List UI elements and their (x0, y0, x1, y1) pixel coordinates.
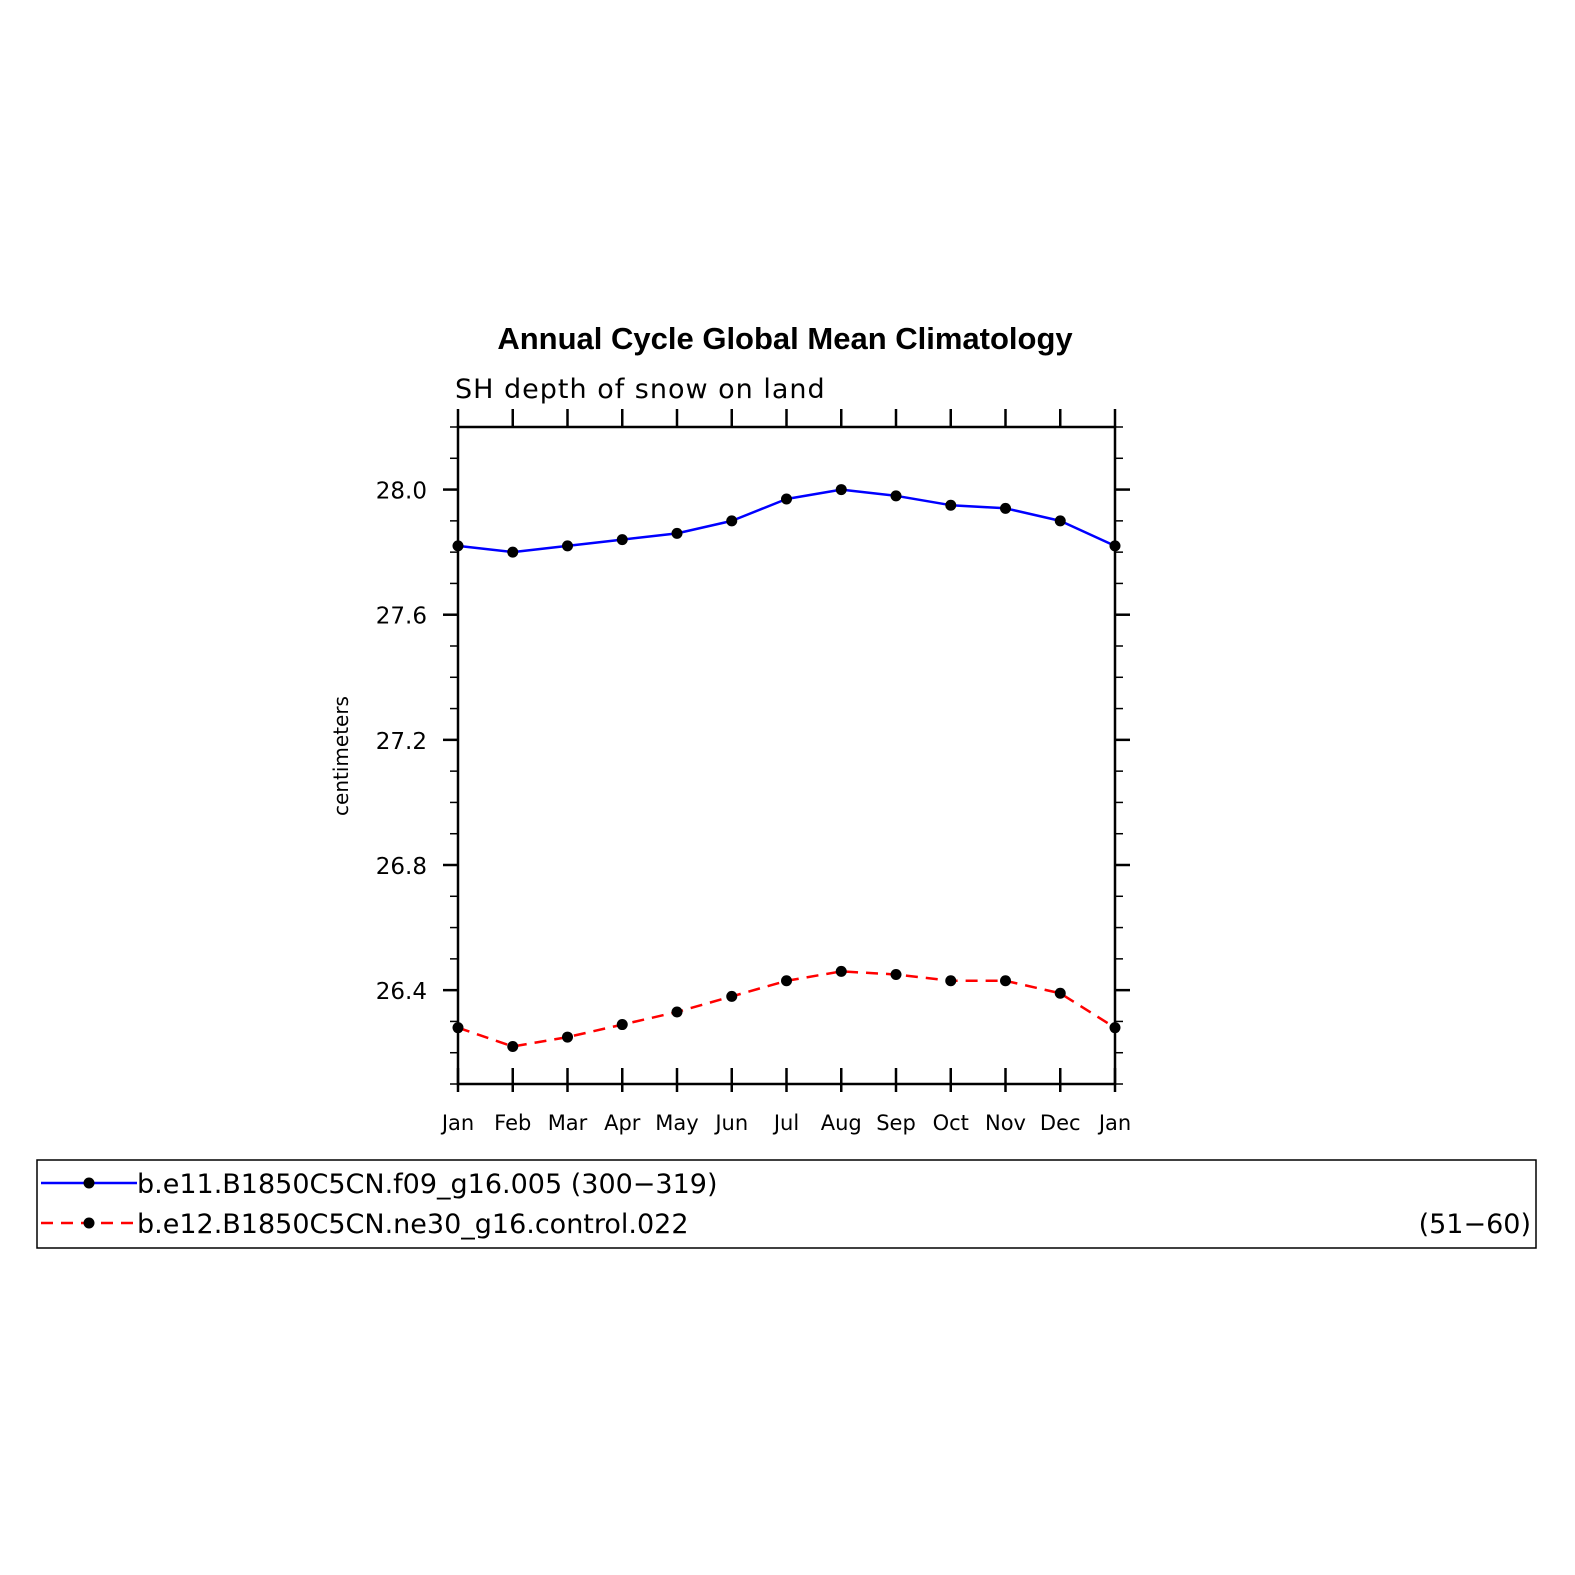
legend-marker-series-2 (83, 1217, 95, 1229)
y-tick-label: 26.4 (376, 979, 427, 1005)
series-2-point (726, 990, 738, 1002)
legend-label-series-2: b.e12.B1850C5CN.ne30_g16.control.022 (137, 1209, 689, 1240)
x-tick-label: Jan (440, 1111, 474, 1135)
series-2-point (507, 1040, 519, 1052)
chart-title: Annual Cycle Global Mean Climatology (497, 321, 1073, 356)
series-1-point (835, 484, 847, 496)
y-tick-label: 26.8 (376, 854, 427, 880)
series-1-point (507, 546, 519, 558)
series-1-point (616, 534, 628, 546)
series-1-point (671, 527, 683, 539)
series-2-point (671, 1006, 683, 1018)
x-tick-label: Aug (821, 1111, 862, 1135)
legend-marker-series-1 (83, 1177, 95, 1189)
series-2-point (890, 969, 902, 980)
x-tick-label: Jan (1097, 1111, 1131, 1135)
x-tick-label: Apr (604, 1111, 641, 1135)
legend: b.e11.B1850C5CN.f09_g16.005 (300−319) b.… (36, 1159, 1537, 1249)
series-1-point (726, 515, 738, 527)
chart-subtitle: SH depth of snow on land (455, 374, 826, 405)
x-tick-label: Mar (548, 1111, 588, 1135)
axis-ticks (443, 409, 1130, 1092)
series-1-point (562, 540, 573, 552)
series-1-point (1054, 515, 1066, 527)
plot-frame (456, 425, 1117, 1086)
legend-box (36, 1159, 1537, 1249)
y-tick-label: 27.2 (376, 729, 427, 755)
series-2-point (562, 1031, 573, 1043)
series-1-point (890, 490, 902, 502)
legend-label-series-2-suffix: (51−60) (1419, 1209, 1531, 1240)
x-tick-label: Sep (876, 1111, 916, 1135)
series-2-point (781, 975, 792, 987)
x-tick-label: Feb (494, 1111, 531, 1135)
x-tick-label: Oct (933, 1111, 969, 1135)
series-1-point (1000, 502, 1011, 514)
series-2-point (1000, 975, 1011, 987)
x-tick-label: Jul (772, 1111, 799, 1135)
series-2-point (616, 1019, 628, 1031)
y-axis-title: centimeters (329, 696, 353, 816)
x-tick-label: Nov (985, 1111, 1026, 1135)
series-2-point (835, 965, 847, 977)
tick-labels: Jan Feb Mar Apr May Jun Jul Aug Sep Oct Nov Dec Jan 2… (376, 479, 1131, 1135)
y-tick-label: 28.0 (376, 479, 427, 505)
legend-label-series-1: b.e11.B1850C5CN.f09_g16.005 (300−319) (137, 1169, 718, 1200)
y-tick-label: 27.6 (376, 604, 427, 630)
series-2-point (945, 975, 957, 987)
series-1-point (945, 499, 957, 511)
series-2-point (1054, 987, 1066, 999)
x-tick-label: May (655, 1111, 698, 1135)
series-layer (452, 484, 1121, 1052)
x-tick-label: Jun (713, 1111, 748, 1135)
series-1-point (781, 493, 792, 505)
x-tick-label: Dec (1040, 1111, 1081, 1135)
